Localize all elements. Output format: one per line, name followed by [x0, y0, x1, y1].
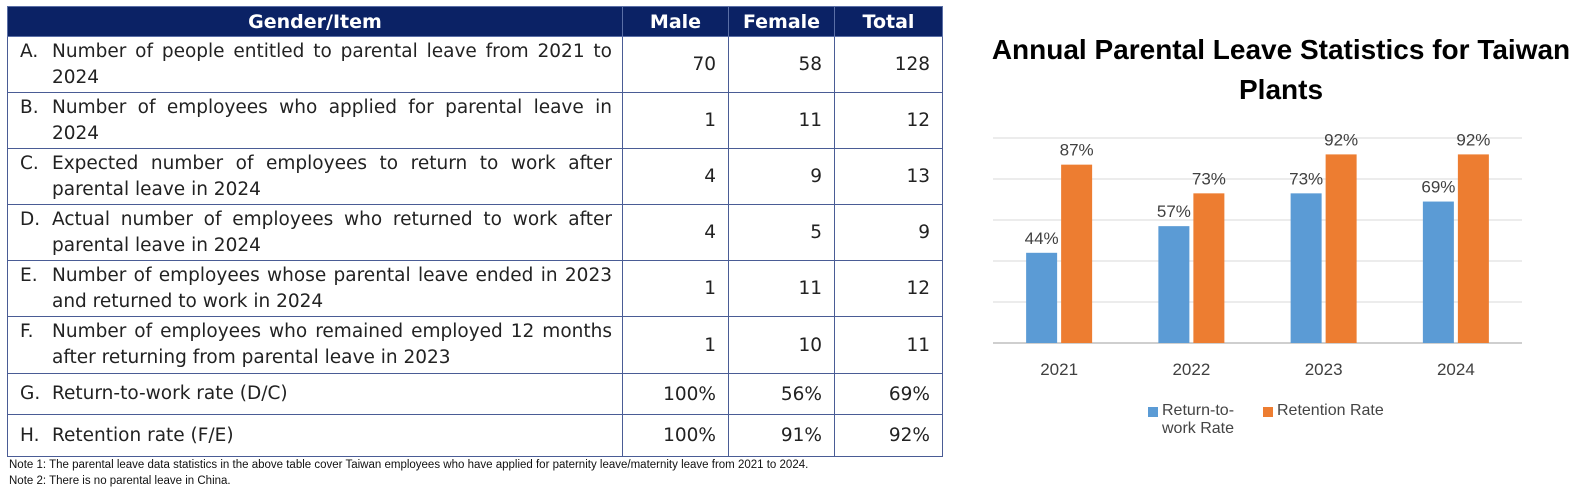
table-header-row: Gender/Item Male Female Total [7, 6, 943, 37]
male-value: 100% [622, 373, 729, 415]
legend-retention: Retention Rate [1263, 402, 1384, 420]
item-letter: E. [20, 264, 38, 286]
data-label: 87% [1060, 141, 1094, 160]
total-value: 12 [834, 92, 943, 149]
male-value: 4 [622, 148, 729, 205]
bar-return-to-work-2022 [1158, 226, 1190, 343]
female-value: 5 [728, 204, 835, 261]
female-value: 56% [728, 373, 835, 415]
total-value: 69% [834, 373, 943, 415]
total-value: 92% [834, 414, 943, 457]
item-cell: G. Return-to-work rate (D/C) [7, 373, 623, 415]
item-letter: H. [20, 424, 40, 446]
item-cell: D. Actual number of employees who returne… [7, 204, 623, 261]
table-row: F. Number of employees who remained emplo… [7, 316, 943, 374]
item-cell: F. Number of employees who remained emplo… [7, 316, 623, 374]
note-2: Note 2: There is no parental leave in Ch… [9, 475, 231, 487]
item-text: Return-to-work rate (D/C) [52, 383, 288, 404]
bar-retention-2021 [1061, 164, 1093, 343]
item-text: Number of employees whose parental leave… [52, 264, 612, 312]
male-value: 1 [622, 260, 729, 317]
bar-retention-2023 [1325, 154, 1357, 343]
note-1: Note 1: The parental leave data statisti… [9, 459, 809, 471]
item-text: Number of employees who applied for pare… [52, 96, 612, 144]
item-cell: H. Retention rate (F/E) [7, 414, 623, 457]
total-value: 128 [834, 36, 943, 93]
data-label: 73% [1289, 169, 1323, 188]
bar-return-to-work-2021 [1026, 252, 1058, 343]
chart-title: Annual Parental Leave Statistics for Tai… [991, 34, 1571, 105]
female-value: 11 [728, 260, 835, 317]
item-letter: B. [20, 96, 39, 118]
female-value: 91% [728, 414, 835, 457]
data-label: 92% [1456, 130, 1490, 149]
data-label: 92% [1324, 130, 1358, 149]
item-cell: E. Number of employees whose parental lea… [7, 260, 623, 317]
header-total: Total [834, 6, 943, 37]
data-label: 44% [1025, 229, 1059, 248]
parental-leave-chart: Annual Parental Leave Statistics for Tai… [955, 0, 1577, 495]
table-notes: Note 1: The parental leave data statisti… [9, 457, 808, 489]
item-letter: G. [20, 383, 41, 404]
item-text: Number of people entitled to parental le… [52, 40, 612, 88]
parental-leave-table: Gender/Item Male Female Total A. Number o… [7, 6, 943, 457]
item-cell: A. Number of people entitled to parental … [7, 36, 623, 93]
male-value: 100% [622, 414, 729, 457]
total-value: 12 [834, 260, 943, 317]
table-row: A. Number of people entitled to parental … [7, 36, 943, 93]
item-cell: C. Expected number of employees to return… [7, 148, 623, 205]
female-value: 11 [728, 92, 835, 149]
legend-label-return: Return-to- work Rate [1162, 402, 1235, 437]
item-text: Expected number of employees to return t… [52, 152, 612, 200]
x-tick-label: 2021 [1040, 360, 1078, 379]
legend-swatch-return [1148, 407, 1158, 417]
total-value: 11 [834, 316, 943, 374]
x-tick-label: 2022 [1172, 360, 1210, 379]
header-gender-item: Gender/Item [7, 6, 623, 37]
male-value: 4 [622, 204, 729, 261]
item-text: Number of employees who remained employe… [52, 321, 612, 368]
table-row: G. Return-to-work rate (D/C) 100% 56% 69% [7, 373, 943, 415]
total-value: 9 [834, 204, 943, 261]
item-letter: D. [20, 208, 41, 230]
male-value: 1 [622, 92, 729, 149]
header-male: Male [622, 6, 729, 37]
item-letter: F. [20, 321, 34, 342]
table-row: B. Number of employees who applied for pa… [7, 92, 943, 149]
female-value: 58 [728, 36, 835, 93]
x-tick-label: 2023 [1305, 360, 1343, 379]
table-row: H. Retention rate (F/E) 100% 91% 92% [7, 414, 943, 457]
item-letter: A. [20, 40, 39, 62]
x-tick-label: 2024 [1437, 360, 1475, 379]
male-value: 70 [622, 36, 729, 93]
table-row: E. Number of employees whose parental lea… [7, 260, 943, 317]
bar-retention-2022 [1193, 193, 1225, 343]
data-label: 69% [1421, 178, 1455, 197]
header-female: Female [728, 6, 835, 37]
female-value: 10 [728, 316, 835, 374]
bar-retention-2024 [1457, 154, 1489, 343]
data-label: 57% [1157, 202, 1191, 221]
data-label: 73% [1192, 169, 1226, 188]
legend-return-to-work: Return-to- work Rate [1148, 402, 1234, 438]
item-text: Actual number of employees who returned … [52, 208, 612, 256]
table-row: D. Actual number of employees who returne… [7, 204, 943, 261]
male-value: 1 [622, 316, 729, 374]
bar-return-to-work-2024 [1422, 201, 1454, 343]
item-text: Retention rate (F/E) [52, 424, 234, 446]
total-value: 13 [834, 148, 943, 205]
female-value: 9 [728, 148, 835, 205]
bar-return-to-work-2023 [1290, 193, 1322, 343]
item-letter: C. [20, 152, 39, 174]
table-row: C. Expected number of employees to return… [7, 148, 943, 205]
legend-label-retention: Retention Rate [1277, 402, 1384, 419]
item-cell: B. Number of employees who applied for pa… [7, 92, 623, 149]
legend-swatch-retention [1263, 407, 1273, 417]
